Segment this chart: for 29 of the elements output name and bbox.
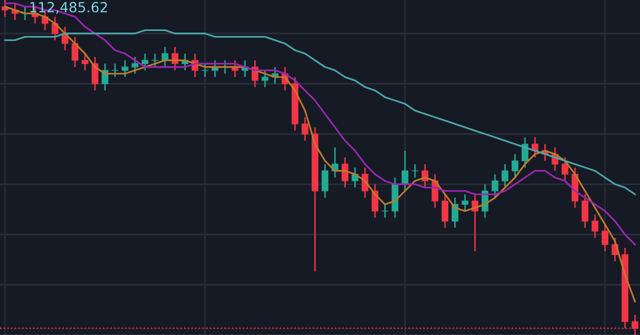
candlestick bbox=[522, 136, 528, 168]
candlestick bbox=[512, 153, 518, 178]
candlestick bbox=[562, 156, 568, 182]
candlestick bbox=[592, 214, 598, 239]
candlestick bbox=[402, 150, 408, 192]
candlestick bbox=[322, 163, 328, 198]
annotation: 112,485.62 bbox=[30, 2, 107, 14]
candlestick bbox=[452, 196, 458, 228]
candlestick bbox=[442, 194, 448, 228]
candlestick bbox=[382, 204, 388, 218]
candlestick bbox=[102, 62, 108, 92]
candlestick bbox=[492, 174, 498, 198]
candlestick bbox=[142, 52, 148, 72]
candlestick bbox=[342, 156, 348, 188]
candlestick bbox=[92, 56, 98, 92]
candlestick bbox=[262, 70, 268, 88]
candlestick bbox=[462, 194, 468, 212]
candlestick bbox=[122, 60, 128, 78]
candlestick bbox=[532, 136, 538, 158]
candlestick bbox=[472, 194, 478, 252]
candlestick bbox=[602, 224, 608, 252]
candlestick bbox=[132, 56, 138, 74]
candlestick bbox=[82, 52, 88, 72]
candlestick bbox=[72, 36, 78, 68]
candlestick bbox=[372, 184, 378, 218]
candlestick bbox=[582, 194, 588, 228]
candlestick bbox=[302, 116, 308, 142]
candlestick bbox=[52, 16, 58, 41]
candlestick bbox=[502, 163, 508, 188]
